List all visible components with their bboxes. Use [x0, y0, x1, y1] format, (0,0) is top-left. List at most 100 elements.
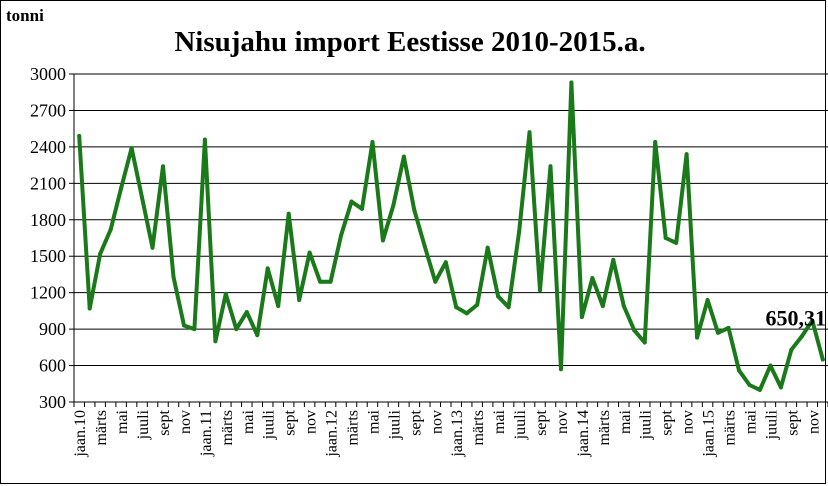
x-tick-label: mai [742, 409, 759, 434]
series-line [77, 80, 825, 392]
x-tick-label: juuli [135, 409, 152, 440]
data-point [286, 211, 291, 216]
annotations: 650,31 [766, 305, 827, 330]
data-point [611, 257, 616, 262]
data-point [768, 363, 773, 368]
data-point [653, 140, 658, 145]
data-point [757, 387, 762, 392]
x-tick-label: juuli [261, 409, 278, 440]
y-tick-label: 1800 [30, 210, 66, 230]
data-point [496, 294, 501, 299]
data-point [663, 236, 668, 240]
x-tick-label: juuli [512, 409, 529, 440]
y-tick-label: 2700 [30, 100, 66, 120]
x-axis: jaan.10 märts mai juuli sept nov jaan.11 märts m… [72, 74, 828, 458]
data-point [87, 306, 92, 311]
x-tick-label: märts [596, 410, 613, 446]
data-point [202, 137, 207, 142]
x-tick-label: märts [219, 410, 236, 446]
x-tick-label: märts [722, 410, 739, 446]
data-point [789, 347, 794, 352]
data-point [234, 327, 239, 332]
data-point [359, 206, 364, 211]
series-points [77, 80, 825, 392]
data-point [527, 130, 532, 135]
data-point [810, 318, 815, 323]
y-tick-label: 3000 [30, 64, 66, 84]
x-tick-label: märts [470, 410, 487, 446]
x-tick-label: märts [345, 410, 362, 446]
data-point [276, 304, 281, 309]
data-point [433, 279, 438, 284]
data-point [569, 80, 574, 85]
x-tick-label: sept [784, 409, 801, 435]
x-tick-label: jaan.10 [72, 410, 89, 458]
x-tick-label: mai [114, 409, 131, 434]
data-point [799, 334, 804, 339]
y-tick-label: 300 [39, 392, 66, 412]
chart-title: Nisujahu import Eestisse 2010-2015.a. [174, 26, 645, 58]
data-point [391, 203, 396, 208]
data-point [674, 240, 679, 245]
data-point [736, 368, 741, 373]
data-point [820, 357, 825, 362]
x-tick-label: jaan.15 [701, 410, 718, 458]
data-point [223, 291, 228, 296]
x-tick-label: juuli [763, 409, 780, 440]
y-tick-label: 1200 [30, 283, 66, 303]
y-axis-ticks: 300 600 900 1200 1500 1800 2100 2400 2700 3000 [30, 64, 74, 412]
data-point [140, 195, 145, 200]
data-point [443, 260, 448, 265]
data-point [464, 311, 469, 316]
y-tick-label: 600 [39, 356, 66, 376]
x-tick-label: jaan.12 [324, 410, 341, 458]
y-tick-label: 1500 [30, 246, 66, 266]
x-tick-label: sept [282, 409, 299, 435]
x-tick-label: nov [177, 410, 194, 434]
x-tick-label: juuli [638, 409, 655, 440]
data-point [213, 339, 218, 344]
data-point [171, 274, 176, 279]
data-point [726, 325, 731, 330]
data-point [255, 333, 260, 338]
x-tick-label: nov [428, 410, 445, 434]
x-tick-label: sept [407, 409, 424, 435]
data-point [558, 367, 563, 372]
data-label-annotation: 650,31 [766, 305, 827, 330]
data-point [621, 304, 626, 309]
data-point [349, 199, 354, 204]
data-point [485, 245, 490, 250]
x-tick-label: jaan.13 [449, 410, 466, 458]
data-point [705, 297, 710, 302]
data-point [98, 251, 103, 256]
data-point [339, 233, 344, 238]
x-tick-label: mai [491, 409, 508, 434]
data-point [77, 133, 82, 138]
data-point [747, 382, 752, 387]
data-point [475, 302, 480, 307]
gridlines [74, 73, 828, 403]
data-point [150, 245, 155, 250]
x-tick-label: juuli [386, 409, 403, 440]
x-tick-label: märts [93, 410, 110, 446]
data-point [380, 238, 385, 243]
data-point [370, 140, 375, 145]
data-point [778, 385, 783, 390]
y-axis-unit-label: tonni [6, 6, 44, 25]
x-tick-label: nov [805, 410, 822, 434]
data-point [632, 328, 637, 333]
y-tick-label: 2400 [30, 137, 66, 157]
data-point [517, 229, 522, 234]
data-point [401, 154, 406, 159]
data-point [600, 304, 605, 309]
data-point [244, 310, 249, 315]
data-point [265, 266, 270, 271]
data-point [684, 152, 689, 157]
data-point [108, 227, 113, 232]
data-point [548, 164, 553, 169]
data-point [181, 323, 186, 328]
data-point [695, 335, 700, 340]
data-point [538, 288, 543, 293]
data-point [454, 305, 459, 310]
